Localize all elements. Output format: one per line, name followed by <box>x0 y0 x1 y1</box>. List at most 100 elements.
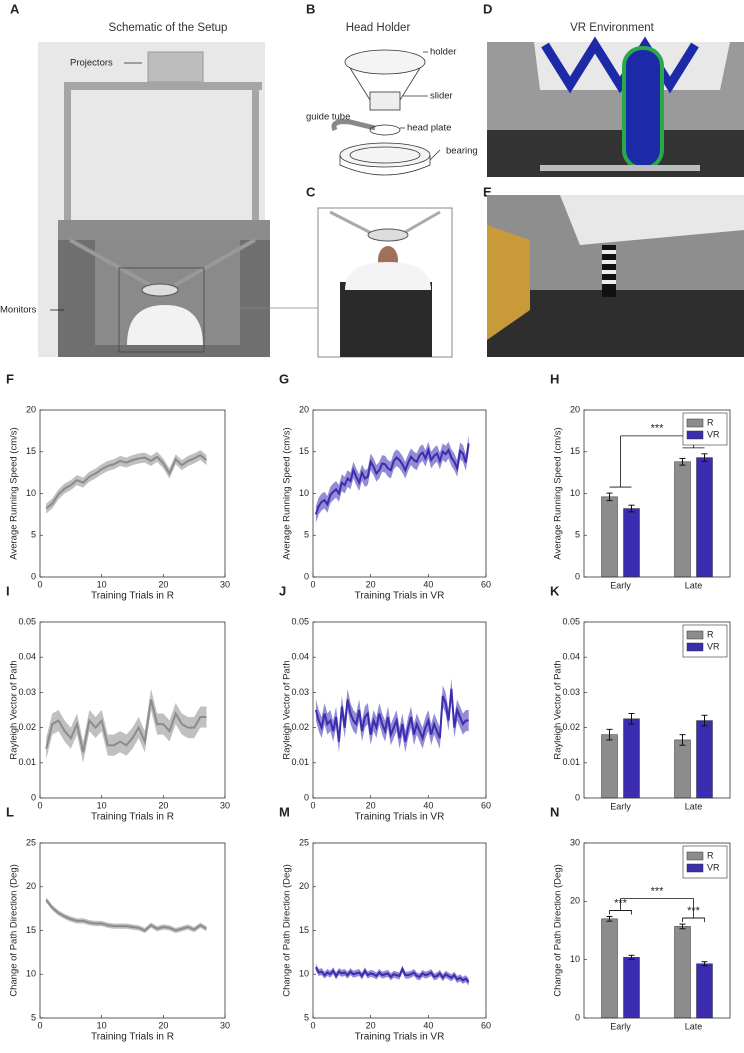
x-tick-label: 30 <box>220 800 230 810</box>
y-tick-label: 0.04 <box>291 652 309 662</box>
panel-title: Schematic of the Setup <box>109 22 228 34</box>
y-axis-label: Average Running Speed (cm/s) <box>553 427 564 559</box>
panel-letter: A <box>10 1 20 16</box>
x-tick-label: 30 <box>220 579 230 589</box>
legend-label: VR <box>707 641 720 651</box>
y-tick-label: 0.05 <box>562 616 580 626</box>
error-bar <box>628 504 635 513</box>
y-tick-label: 0 <box>575 571 580 581</box>
y-tick-label: 0 <box>31 571 36 581</box>
legend-label: VR <box>707 429 720 439</box>
error-bar <box>606 492 613 502</box>
legend-box <box>682 412 728 446</box>
y-axis-label: Rayleigh Vector of Path <box>553 660 564 759</box>
y-tick-label: 15 <box>570 446 580 456</box>
x-tick-label: 10 <box>97 579 107 589</box>
y-tick-label: 15 <box>26 925 36 935</box>
error-bar <box>679 734 686 746</box>
error-band <box>46 897 207 934</box>
y-tick-label: 0.01 <box>18 757 36 767</box>
x-tick-label: 20 <box>366 1020 376 1030</box>
legend-box <box>682 845 728 879</box>
y-tick-label: 5 <box>575 530 580 540</box>
head-holder-closeup <box>317 207 453 358</box>
x-tick-label: 0 <box>310 579 315 589</box>
x-tick-label: 0 <box>37 579 42 589</box>
x-axis-label: Training Trials in R <box>91 591 174 602</box>
error-bar <box>628 713 635 725</box>
plot-frame <box>39 842 226 1019</box>
significance: *** <box>651 885 665 897</box>
legend-label: R <box>707 850 714 860</box>
significance: *** <box>651 423 665 435</box>
y-tick-label: 5 <box>31 530 36 540</box>
y-tick-label: 0.02 <box>291 722 309 732</box>
vr-view-d <box>487 36 744 177</box>
panel-letter: K <box>550 583 560 598</box>
legend-swatch <box>686 642 704 652</box>
bracket <box>609 898 632 911</box>
bracket <box>609 435 632 488</box>
x-tick-label: 20 <box>366 800 376 810</box>
bar <box>601 918 618 1019</box>
y-tick-label: 0.04 <box>562 652 580 662</box>
y-tick-label: 15 <box>299 925 309 935</box>
error-bar <box>606 728 613 741</box>
x-tick-label: 20 <box>158 800 168 810</box>
error-bar <box>628 954 635 960</box>
plot-frame <box>312 409 487 578</box>
x-tick-label: 0 <box>310 800 315 810</box>
panel-letter: E <box>483 184 492 199</box>
x-tick-label: 60 <box>481 1020 491 1030</box>
legend-swatch <box>686 851 704 861</box>
head-holder-drawing <box>331 49 441 176</box>
legend-label: R <box>707 629 714 639</box>
y-tick-label: 15 <box>299 446 309 456</box>
panel-letter: C <box>306 184 316 199</box>
x-tick-label: 60 <box>481 579 491 589</box>
y-tick-label: 10 <box>570 488 580 498</box>
y-tick-label: 10 <box>26 488 36 498</box>
x-tick-label: Late <box>685 801 703 811</box>
panel-letter: D <box>483 1 492 16</box>
callout: Monitors <box>0 305 37 316</box>
panel-title: VR Environment <box>570 22 655 34</box>
panel-letter: M <box>279 804 290 819</box>
x-axis-label: Training Trials in R <box>91 1032 174 1043</box>
callout: head plate <box>407 123 451 134</box>
bar <box>696 963 713 1019</box>
y-tick-label: 20 <box>570 896 580 906</box>
legend-swatch <box>686 430 704 440</box>
bar <box>601 734 618 799</box>
bar <box>696 720 713 799</box>
plot-frame <box>312 621 487 799</box>
y-tick-label: 0 <box>575 792 580 802</box>
x-tick-label: Late <box>685 580 703 590</box>
legend-box <box>682 624 728 658</box>
bar <box>674 926 691 1019</box>
mean-line <box>314 688 469 742</box>
x-tick-label: 20 <box>158 1020 168 1030</box>
y-tick-label: 0.03 <box>291 687 309 697</box>
x-tick-label: 20 <box>366 579 376 589</box>
callout: slider <box>430 91 453 102</box>
error-bar <box>679 457 686 466</box>
bar <box>623 718 640 799</box>
bar <box>623 508 640 578</box>
y-axis-label: Change of Path Direction (Deg) <box>282 864 293 997</box>
y-tick-label: 0.02 <box>562 722 580 732</box>
y-tick-label: 0.05 <box>18 616 36 626</box>
y-tick-label: 20 <box>299 881 309 891</box>
y-axis-label: Rayleigh Vector of Path <box>9 660 20 759</box>
setup-schematic <box>38 42 318 357</box>
y-axis-label: Change of Path Direction (Deg) <box>553 864 564 997</box>
x-tick-label: 10 <box>97 1020 107 1030</box>
panel-title: Head Holder <box>346 22 411 34</box>
plot-frame <box>39 409 226 578</box>
x-axis-label: Training Trials in VR <box>355 591 445 602</box>
y-tick-label: 0.04 <box>18 652 36 662</box>
x-axis-label: Training Trials in VR <box>355 812 445 823</box>
x-tick-label: 40 <box>423 800 433 810</box>
y-tick-label: 0.01 <box>291 757 309 767</box>
